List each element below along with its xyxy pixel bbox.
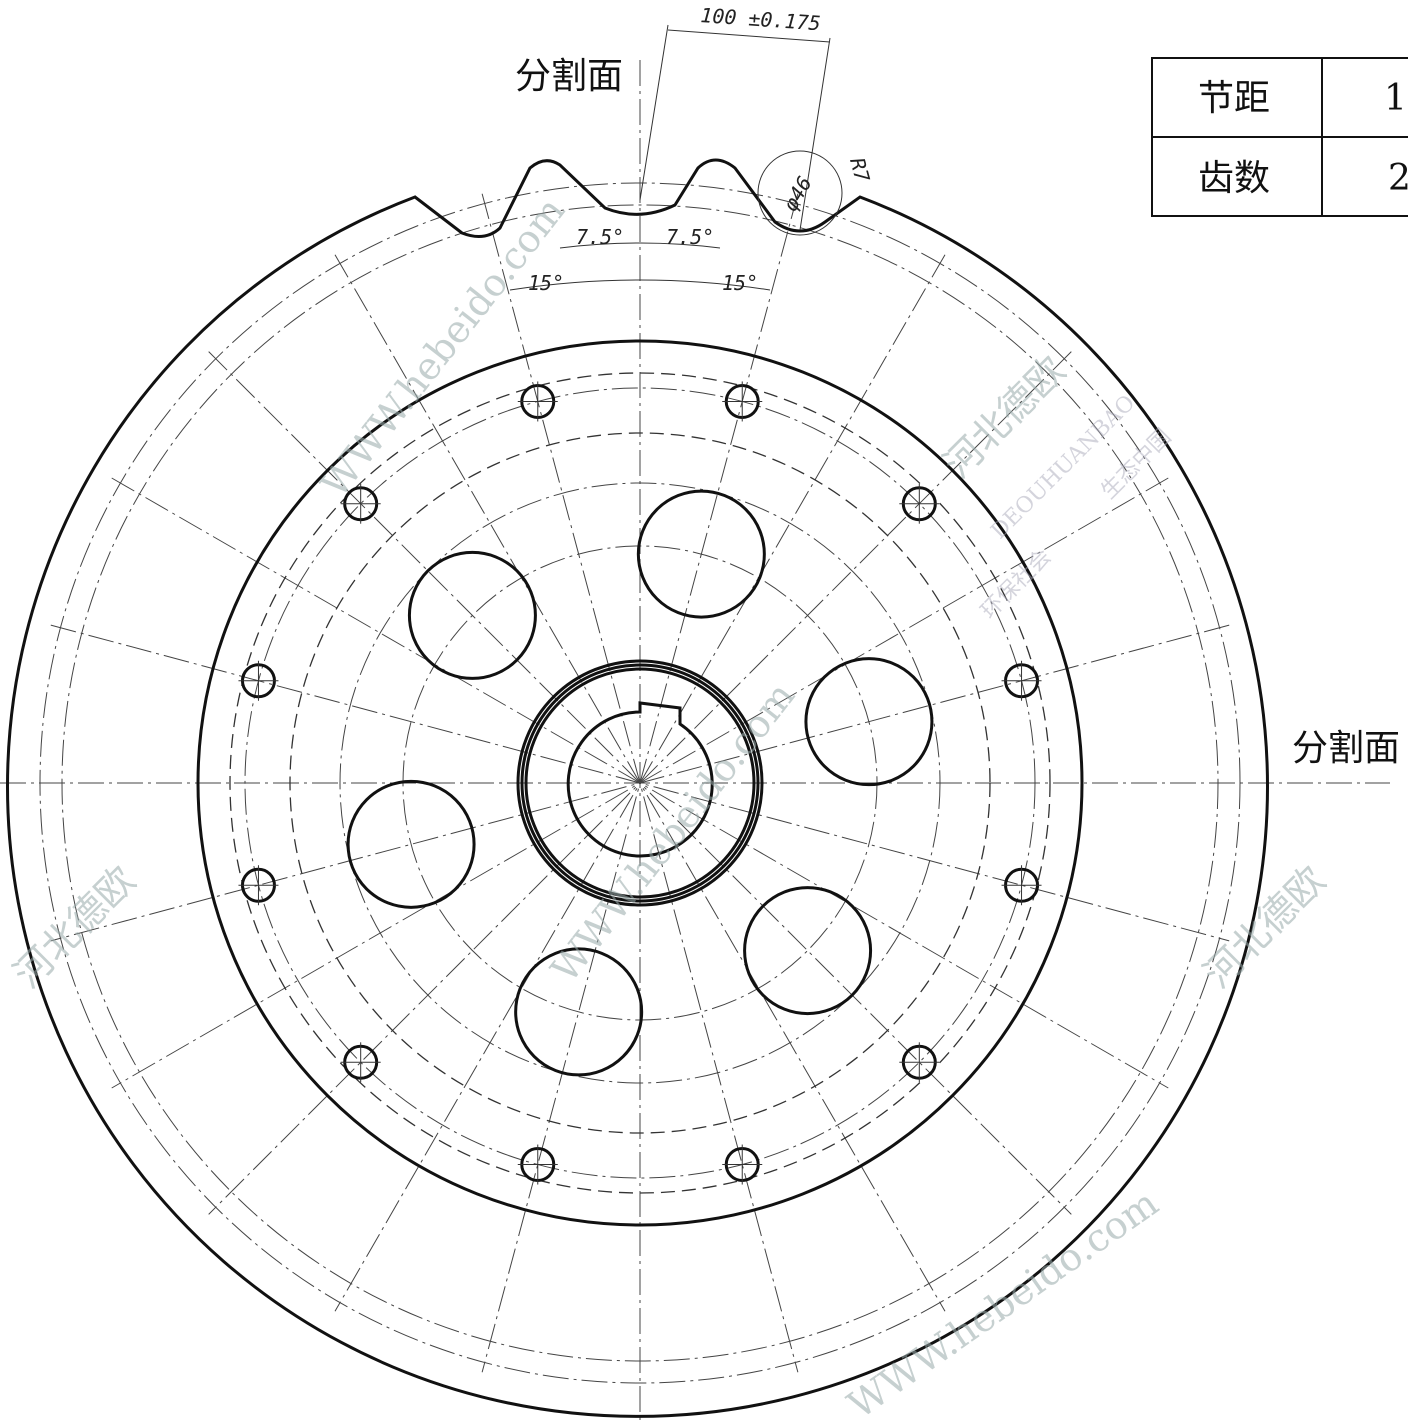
- flange-circle: [196, 339, 1084, 1227]
- radial-line: [50, 624, 1230, 942]
- dim-arc: [559, 242, 721, 249]
- lightening-hole: [636, 489, 766, 619]
- dim-text: 15°: [528, 271, 564, 295]
- table-cell: 齿数: [1198, 158, 1270, 199]
- lightening-hole: [407, 550, 537, 680]
- lightening-hole: [346, 779, 476, 909]
- table-cell: 2: [1388, 158, 1408, 199]
- watermark: 环保社会: [977, 544, 1057, 624]
- parting-plane-labels: 分割面 分割面: [515, 56, 1400, 769]
- construction-circle: [39, 182, 1241, 1384]
- ext-line: [799, 37, 831, 231]
- dim-text: R7: [845, 155, 874, 184]
- dim-arc: [509, 279, 771, 291]
- watermark: 河北德欧: [1195, 858, 1334, 997]
- dashed-circle: [289, 432, 991, 1134]
- roller-circle: [757, 150, 843, 236]
- watermark: WWW.hebeido.com: [542, 674, 803, 991]
- construction-circle: [61, 204, 1219, 1362]
- parting-label: 分割面: [515, 56, 623, 97]
- outer-profile: [6, 158, 1269, 1418]
- ext-line: [639, 24, 669, 201]
- lightening-hole: [514, 947, 644, 1077]
- dim-text: 15°: [722, 271, 758, 295]
- table-cell: 节距: [1198, 78, 1270, 119]
- watermark: 河北德欧: [5, 858, 144, 997]
- hub-circle: [524, 667, 756, 899]
- lightening-hole: [743, 886, 873, 1016]
- hub-circle: [520, 663, 760, 903]
- dashed-circle: [229, 372, 1051, 1194]
- parting-label: 分割面: [1292, 728, 1400, 769]
- lightening-hole: [804, 657, 934, 787]
- pitch-circle: [244, 387, 1036, 1179]
- dim-text: φ46: [778, 172, 817, 215]
- table-cell: 10: [1384, 78, 1408, 119]
- dim-text: 7.5°: [576, 225, 624, 249]
- hub-circle: [516, 659, 764, 907]
- pitch-circle: [339, 482, 941, 1084]
- watermark: WWW.hebeido.com: [840, 1181, 1166, 1424]
- spec-table: 节距 10 齿数 2: [1151, 57, 1408, 217]
- bore: [566, 701, 714, 858]
- dim-text: 100 ±0.175: [700, 3, 822, 35]
- dim-line: [667, 29, 831, 43]
- geometry: [0, 60, 1390, 1424]
- dim-text: 7.5°: [666, 225, 714, 249]
- dimensions: 100 ±0.175 φ46 R7 7.5° 7.5° 15° 15°: [509, 3, 875, 295]
- watermark: WWW.hebeido.com: [312, 189, 573, 506]
